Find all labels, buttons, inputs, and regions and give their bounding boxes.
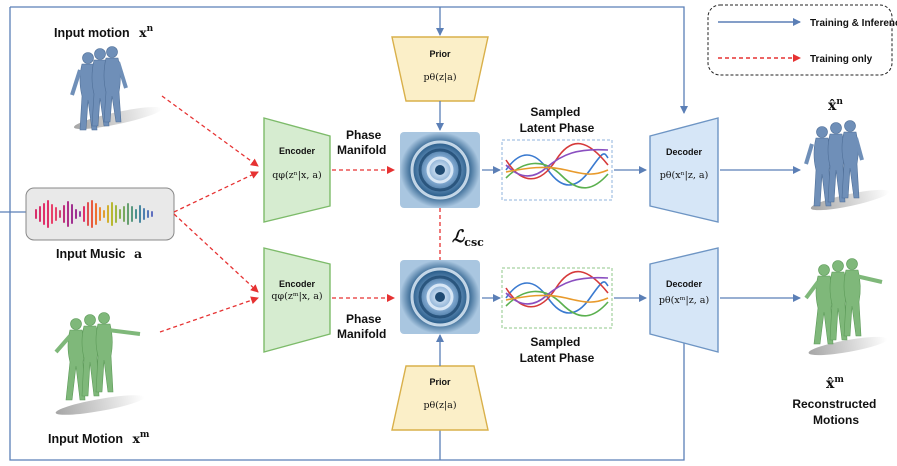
sampled-top-plot	[501, 139, 613, 201]
output-n-figure	[804, 120, 890, 211]
sampled-to-decoder-arrows	[614, 166, 647, 302]
phase-manifold-top-image	[400, 132, 480, 208]
output-m-label: x̂m	[826, 375, 844, 392]
prior-top-shape	[391, 36, 489, 102]
input-music-label: Input Music a	[56, 246, 142, 261]
legend-dashed-label: Training only	[810, 54, 873, 65]
sampled-bottom-plot	[501, 267, 613, 329]
encoder-top: Encoder qφ(zⁿ|x, a)	[263, 117, 331, 223]
phase-manifold-bottom-label: Phase Manifold	[337, 312, 386, 341]
decoder-top-title: Decoder	[666, 147, 703, 157]
output-n-label: x̂n	[828, 97, 843, 114]
legend: Training & Inference Training only	[707, 4, 897, 76]
encoder-bottom-title: Encoder	[279, 279, 316, 289]
encoder-to-manifold-arrows	[332, 166, 395, 302]
reconstructed-motions-label: Reconstructed Motions	[792, 397, 879, 427]
phase-manifold-bottom-image	[400, 260, 480, 334]
encoder-bottom: Encoder qφ(zᵐ|x, a)	[263, 247, 331, 353]
decoder-bottom-shape	[649, 247, 719, 353]
decoder-bottom-formula: pθ(xᵐ|z, a)	[659, 295, 709, 306]
legend-solid-label: Training & Inference	[810, 18, 897, 29]
phase-manifold-top-label: Phase Manifold	[337, 128, 386, 157]
sampled-top-label: Sampled Latent Phase	[520, 105, 595, 135]
manifold-to-sampled-arrows	[482, 166, 501, 302]
prior-top-title: Prior	[429, 49, 451, 59]
prior-bottom: Prior pθ(z|a)	[391, 365, 489, 431]
decoder-top: Decoder pθ(xⁿ|z, a)	[649, 117, 719, 223]
prior-top-formula: pθ(z|a)	[423, 72, 456, 83]
sampled-bottom-label: Sampled Latent Phase	[520, 335, 595, 365]
input-motion-m-label: Input Motion xm	[48, 430, 150, 446]
decoder-bottom-title: Decoder	[666, 279, 703, 289]
input-motion-n-figure	[70, 46, 163, 131]
input-dashed-arrows	[159, 95, 259, 333]
output-m-figure	[804, 258, 888, 356]
input-motion-m-figure	[54, 312, 145, 415]
input-motion-n-label: Input motion xn	[54, 24, 154, 40]
encoder-bottom-formula: qφ(zᵐ|x, a)	[271, 291, 322, 302]
prior-bottom-formula: pθ(z|a)	[423, 400, 456, 411]
encoder-bottom-shape	[263, 247, 331, 353]
prior-bottom-shape	[391, 365, 489, 431]
prior-top: Prior pθ(z|a)	[391, 36, 489, 102]
decoder-to-output-arrows	[720, 166, 801, 302]
encoder-top-formula: qφ(zⁿ|x, a)	[272, 170, 322, 181]
decoder-top-formula: pθ(xⁿ|z, a)	[660, 170, 709, 181]
encoder-top-title: Encoder	[279, 146, 316, 156]
decoder-bottom: Decoder pθ(xᵐ|z, a)	[649, 247, 719, 353]
encoder-top-shape	[263, 117, 331, 223]
decoder-top-shape	[649, 117, 719, 223]
prior-bottom-title: Prior	[429, 377, 451, 387]
loss-label: ℒcsc	[452, 227, 484, 249]
music-waveform	[35, 200, 153, 228]
outer-frame	[0, 6, 688, 461]
